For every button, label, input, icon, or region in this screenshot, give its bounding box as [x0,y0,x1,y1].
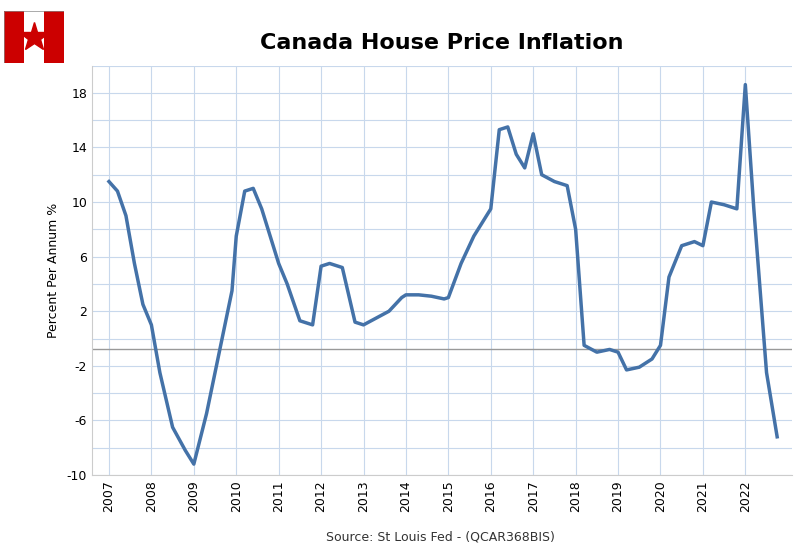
Polygon shape [4,11,24,63]
Polygon shape [24,11,44,63]
Title: Canada House Price Inflation: Canada House Price Inflation [260,33,624,53]
Y-axis label: Percent Per Annum %: Percent Per Annum % [47,203,60,338]
Text: Source: St Louis Fed - (QCAR368BIS): Source: St Louis Fed - (QCAR368BIS) [326,531,554,543]
Polygon shape [44,11,64,63]
